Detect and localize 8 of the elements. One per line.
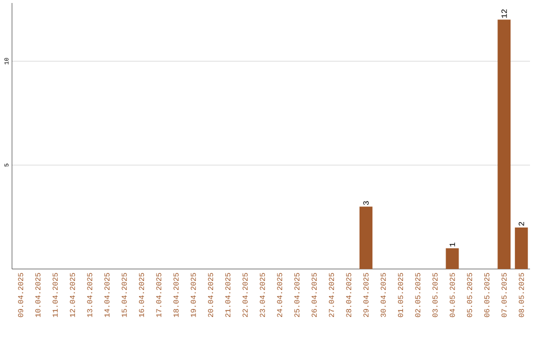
data-label: 2 (518, 222, 524, 226)
data-label: 12 (501, 9, 507, 18)
data-label: 3 (363, 201, 369, 205)
bar (359, 206, 372, 269)
bar (446, 248, 459, 269)
bar (498, 20, 511, 269)
bar (514, 227, 528, 269)
data-label: 1 (450, 242, 455, 246)
